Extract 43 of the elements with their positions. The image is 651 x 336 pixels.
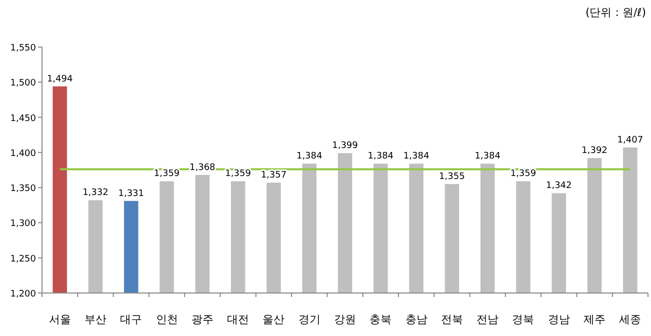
y-tick-label: 1,500 bbox=[10, 78, 36, 89]
x-tick-label: 경북 bbox=[512, 313, 534, 326]
data-label: 1,359 bbox=[225, 169, 252, 180]
x-tick-label: 충남 bbox=[405, 313, 428, 326]
x-tick-label: 부산 bbox=[84, 313, 106, 326]
data-label: 1,342 bbox=[546, 181, 572, 192]
x-tick-label: 경기 bbox=[298, 313, 320, 326]
x-tick-label: 세종 bbox=[619, 313, 642, 326]
data-label: 1,332 bbox=[82, 188, 108, 198]
y-tick-label: 1,200 bbox=[10, 290, 36, 300]
data-label: 1,359 bbox=[154, 169, 180, 180]
y-tick-label: 1,450 bbox=[10, 114, 36, 124]
data-label: 1,407 bbox=[617, 136, 644, 146]
x-tick-label: 대전 bbox=[227, 313, 250, 326]
data-label: 1,368 bbox=[190, 162, 216, 173]
data-label: 1,359 bbox=[510, 169, 536, 180]
data-label: 1,355 bbox=[439, 172, 465, 182]
y-tick-label: 1,250 bbox=[10, 254, 36, 264]
y-tick-label: 1,550 bbox=[10, 44, 36, 54]
x-tick-label: 전북 bbox=[440, 313, 463, 326]
x-tick-label: 광주 bbox=[191, 313, 214, 326]
x-tick-label: 서울 bbox=[48, 313, 71, 326]
y-tick-label: 1,400 bbox=[10, 148, 36, 159]
y-tick-label: 1,300 bbox=[10, 219, 36, 230]
x-tick-label: 울산 bbox=[262, 313, 285, 326]
x-tick-label: 경남 bbox=[548, 313, 570, 326]
text: (단위 : 원/ℓ) bbox=[585, 6, 646, 19]
data-label: 1,331 bbox=[118, 188, 144, 199]
data-label: 1,384 bbox=[296, 152, 323, 162]
data-label: 1,399 bbox=[332, 141, 358, 152]
data-label: 1,494 bbox=[46, 74, 73, 84]
x-tick-label: 전남 bbox=[476, 313, 499, 326]
data-label: 1,384 bbox=[474, 152, 501, 162]
x-tick-label: 인천 bbox=[156, 313, 178, 326]
data-label: 1,384 bbox=[403, 152, 430, 162]
y-tick-label: 1,350 bbox=[10, 184, 36, 194]
data-label: 1,392 bbox=[582, 146, 608, 156]
x-tick-label: 대구 bbox=[120, 313, 142, 326]
x-tick-label: 강원 bbox=[334, 313, 356, 326]
data-label: 1,384 bbox=[368, 152, 394, 162]
data-label: 1,357 bbox=[260, 170, 287, 181]
x-tick-label: 제주 bbox=[584, 313, 606, 326]
x-tick-label: 충북 bbox=[370, 313, 392, 326]
